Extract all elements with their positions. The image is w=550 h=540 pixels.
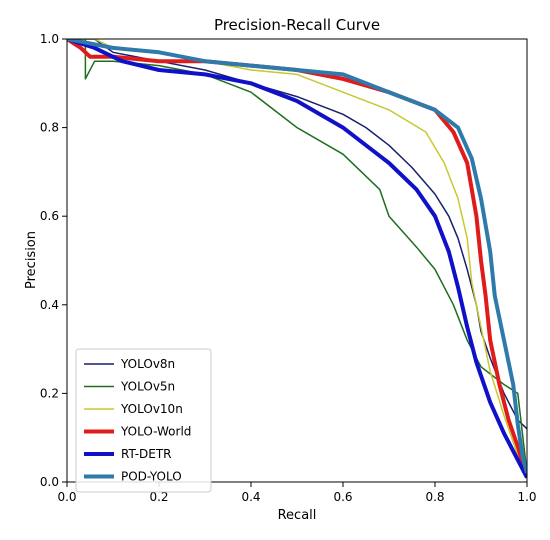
y-tick-label: 0.4 [40,298,59,312]
series-layer [67,39,527,479]
x-tick-label: 0.2 [149,490,168,504]
ticks-layer: 0.0 0.2 0.4 0.6 0.8 1.0 0.0 0.2 0.4 0.6 0.8 1.0 [40,32,537,504]
y-tick-label: 0.8 [40,121,59,135]
series-line-pod-yolo [67,39,527,474]
legend-label: YOLO-World [120,425,191,439]
plot-frame [66,38,528,483]
legend-label: YOLOv5n [120,380,175,394]
x-tick-label: 1.0 [517,490,536,504]
chart-title: Precision-Recall Curve [214,16,380,34]
y-axis-label: Precision [24,231,39,289]
series-line-yolov5n [67,39,527,474]
series-line-yolov8n [67,39,527,430]
y-tick-label: 1.0 [40,32,59,46]
x-axis-label: Recall [278,508,317,523]
y-tick-label: 0.6 [40,209,59,223]
legend-label: RT-DETR [121,447,172,461]
legend: YOLOv8n YOLOv5n YOLOv10n YOLO-World RT-DETR P… [75,348,212,493]
legend-label: POD-YOLO [121,470,182,484]
legend-label: YOLOv10n [120,402,183,416]
x-tick-label: 0.0 [57,490,76,504]
legend-box [75,348,212,493]
x-tick-label: 0.6 [333,490,352,504]
x-tick-label: 0.4 [241,490,260,504]
x-tick-label: 0.8 [425,490,444,504]
series-line-rt-detr [67,39,527,479]
y-tick-label: 0.0 [40,475,59,489]
y-tick-label: 0.2 [40,386,59,400]
legend-label: YOLOv8n [120,357,175,371]
